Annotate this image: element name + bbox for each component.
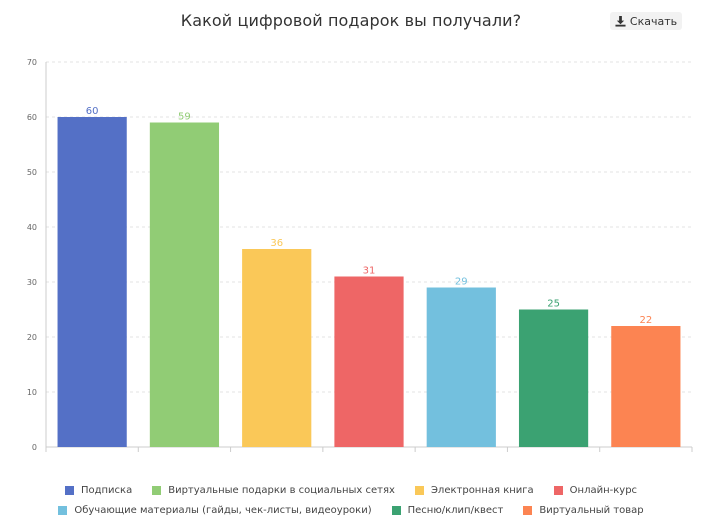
bar bbox=[426, 287, 496, 447]
bar bbox=[57, 117, 127, 447]
y-tick-label: 60 bbox=[27, 113, 37, 122]
legend-item[interactable]: Виртуальный товар bbox=[523, 504, 644, 516]
legend-item[interactable]: Виртуальные подарки в социальных сетях bbox=[152, 485, 395, 496]
legend-swatch bbox=[553, 485, 563, 495]
legend-swatch bbox=[523, 505, 533, 515]
legend-label: Подписка bbox=[80, 484, 133, 496]
bar bbox=[242, 249, 312, 447]
y-tick-label: 0 bbox=[32, 443, 37, 452]
bar-value-label: 31 bbox=[363, 266, 376, 277]
bar-value-label: 59 bbox=[178, 112, 191, 123]
legend-label: Обучающие материалы (гайды, чек-листы, в… bbox=[74, 504, 372, 516]
legend-label: Песню/клип/квест bbox=[407, 504, 504, 516]
bar-value-label: 25 bbox=[547, 299, 560, 310]
legend-item[interactable]: Подписка bbox=[64, 484, 133, 496]
bar-value-label: 29 bbox=[455, 277, 468, 288]
legend-label: Виртуальный товар bbox=[539, 504, 644, 516]
legend: Подписка Виртуальные подарки в социальны… bbox=[0, 480, 702, 520]
legend-item[interactable]: Онлайн-курс bbox=[553, 484, 638, 496]
y-tick-label: 40 bbox=[27, 223, 37, 232]
bar-value-label: 22 bbox=[639, 315, 652, 326]
bar bbox=[611, 326, 681, 447]
legend-label: Электронная книга bbox=[430, 484, 534, 496]
chart-title: Какой цифровой подарок вы получали? bbox=[180, 11, 522, 30]
download-label: Скачать bbox=[629, 14, 678, 28]
legend-item[interactable]: Электронная книга bbox=[414, 484, 534, 496]
legend-swatch bbox=[152, 485, 162, 495]
legend-label: Виртуальные подарки в социальных сетях bbox=[168, 484, 395, 496]
legend-item[interactable]: Обучающие материалы (гайды, чек-листы, в… bbox=[58, 504, 372, 516]
bar-value-label: 60 bbox=[86, 106, 99, 117]
legend-swatch bbox=[414, 485, 424, 495]
legend-row-1: Подписка Виртуальные подарки в социальны… bbox=[0, 480, 702, 500]
legend-item[interactable]: Песню/клип/квест bbox=[391, 504, 504, 516]
legend-swatch bbox=[58, 505, 68, 515]
download-button[interactable]: Скачать bbox=[610, 12, 682, 30]
y-tick-label: 50 bbox=[27, 168, 37, 177]
bar bbox=[334, 276, 404, 447]
legend-swatch bbox=[391, 505, 401, 515]
bar bbox=[518, 309, 589, 447]
legend-swatch bbox=[64, 485, 74, 495]
y-tick-label: 30 bbox=[27, 278, 37, 287]
bar-value-label: 36 bbox=[270, 238, 283, 249]
bar bbox=[149, 122, 220, 447]
bar-chart: 0 10 20 30 40 50 60 70 60 59 36 31 29 25 22 bbox=[27, 58, 693, 452]
y-tick-label: 10 bbox=[27, 388, 37, 397]
download-icon bbox=[615, 15, 626, 27]
legend-row-2: Обучающие материалы (гайды, чек-листы, в… bbox=[0, 500, 702, 520]
y-tick-label: 20 bbox=[27, 333, 37, 342]
legend-label: Онлайн-курс bbox=[569, 484, 638, 496]
y-tick-label: 70 bbox=[27, 58, 37, 67]
